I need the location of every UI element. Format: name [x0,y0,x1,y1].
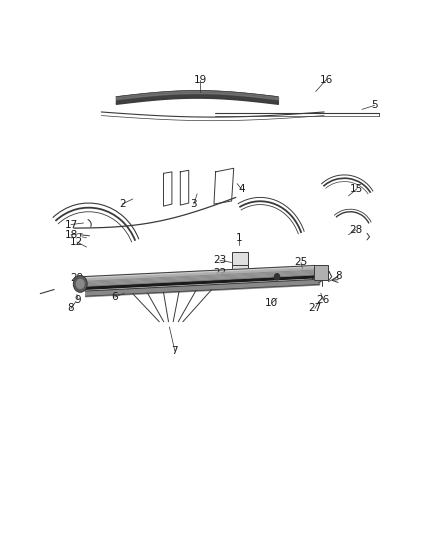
Text: 9: 9 [75,295,81,305]
Text: 8: 8 [336,271,342,281]
Text: 7: 7 [172,346,178,356]
Text: 28: 28 [349,224,362,235]
Text: 3: 3 [191,199,197,209]
Bar [232,265,247,277]
Text: 27: 27 [308,303,321,313]
Text: 19: 19 [194,75,207,85]
Circle shape [275,273,279,280]
Text: 10: 10 [265,298,278,309]
Text: 25: 25 [294,257,307,268]
Ellipse shape [77,279,84,288]
Polygon shape [81,265,319,291]
Text: 23: 23 [213,255,226,265]
Text: 26: 26 [317,295,330,305]
Text: 6: 6 [111,292,118,302]
Text: 4: 4 [238,184,244,193]
Text: 29: 29 [70,273,84,283]
Ellipse shape [74,276,87,292]
Text: 12: 12 [70,237,84,247]
Text: 22: 22 [213,268,226,278]
Text: 17: 17 [64,220,78,230]
Text: 15: 15 [350,184,364,193]
FancyBboxPatch shape [314,265,328,280]
Text: 18: 18 [64,230,78,240]
Bar [232,252,247,265]
Text: 5: 5 [371,100,378,110]
Text: 2: 2 [119,199,126,209]
Text: 16: 16 [320,75,333,85]
Text: 1: 1 [236,233,243,244]
Text: 8: 8 [68,303,74,313]
